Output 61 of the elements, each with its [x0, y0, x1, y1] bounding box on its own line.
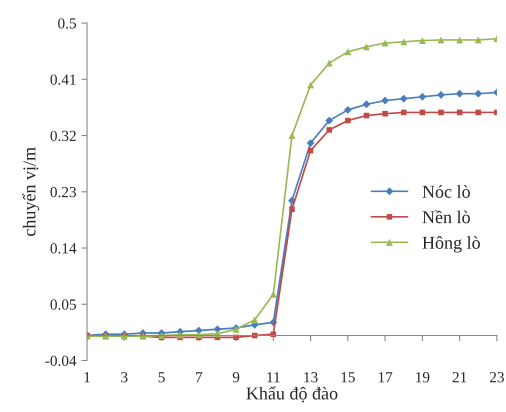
point: [474, 90, 482, 98]
x-tick-label: 5: [158, 372, 165, 382]
point: [289, 206, 295, 212]
point: [362, 100, 370, 108]
x-tick-label: 3: [121, 372, 128, 382]
point: [456, 110, 462, 116]
x-tick-label: 21: [452, 372, 466, 382]
x-tick-label: 19: [416, 372, 430, 382]
point: [307, 81, 314, 88]
point: [344, 106, 352, 114]
x-tick-label: 9: [232, 372, 240, 382]
point: [400, 110, 407, 116]
point: [382, 40, 389, 47]
point: [176, 331, 184, 338]
point: [363, 43, 370, 50]
point: [326, 127, 332, 133]
y-tick-label: 0.05: [50, 299, 76, 310]
y-tick-label: 0.14: [50, 243, 76, 254]
point: [400, 38, 408, 46]
legend-label: Nền lò: [422, 210, 470, 224]
point: [418, 37, 426, 44]
x-axis-title: Khẩu độ đào: [246, 386, 338, 402]
point: [456, 36, 464, 44]
point: [194, 326, 203, 334]
point: [418, 92, 426, 101]
y-tick-label: 0.32: [50, 130, 76, 142]
point: [456, 90, 464, 98]
point: [270, 290, 277, 298]
point: [251, 316, 258, 324]
point: [438, 36, 444, 44]
x-tick-label: 13: [304, 372, 318, 382]
point: [288, 132, 296, 140]
y-tick-label: 0.23: [50, 186, 76, 198]
x-tick-label: 15: [342, 372, 355, 382]
x-tick-label: 23: [490, 372, 504, 382]
legend-label: Nóc lò: [422, 185, 470, 198]
point: [306, 139, 315, 147]
y-axis-title: chuyển vị/m: [22, 147, 40, 236]
point: [364, 112, 370, 118]
point: [420, 110, 426, 116]
point: [344, 48, 352, 56]
point: [345, 118, 351, 124]
legend-label: Hông lò: [422, 236, 480, 253]
x-tick-label: 11: [267, 372, 280, 382]
y-tick-label: 0.41: [50, 74, 76, 85]
point: [438, 110, 444, 116]
point: [437, 91, 445, 99]
point: [308, 148, 314, 154]
point: [326, 60, 333, 67]
x-tick-label: 17: [378, 372, 392, 382]
point: [475, 110, 482, 116]
point: [400, 94, 408, 103]
y-tick-label: 0.5: [58, 18, 76, 29]
x-tick-label: 1: [84, 372, 90, 382]
point: [474, 36, 482, 44]
point: [325, 116, 334, 124]
x-tick-label: 7: [196, 372, 202, 382]
point: [381, 96, 390, 104]
point: [214, 325, 222, 334]
point: [382, 110, 388, 116]
y-tick-label: -0.04: [45, 356, 76, 366]
